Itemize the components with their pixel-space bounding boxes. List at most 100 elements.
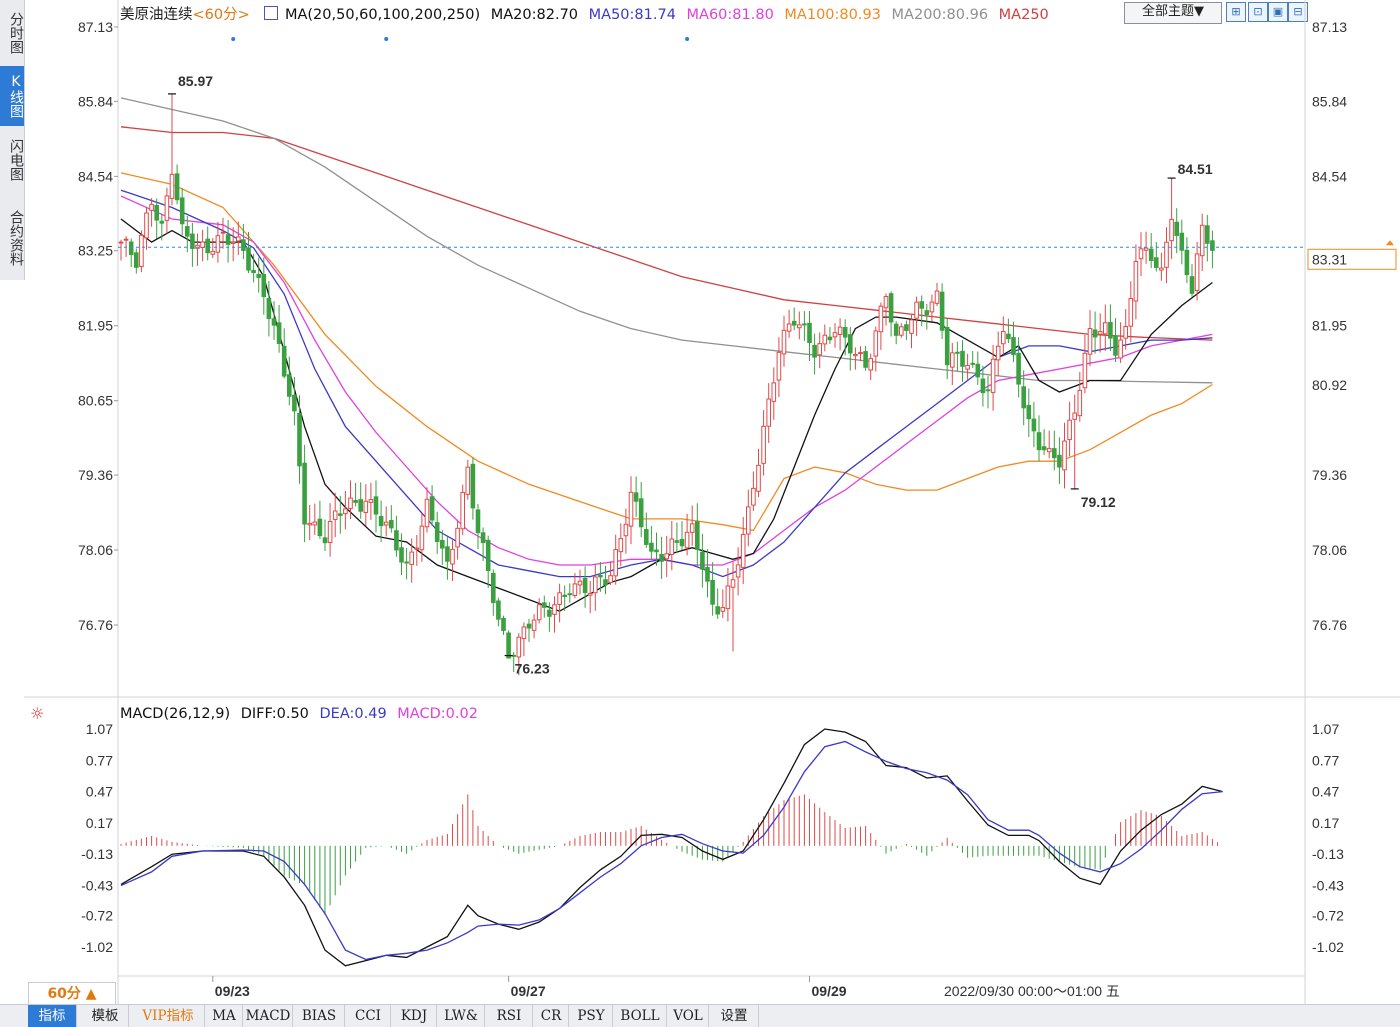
candle-body (1046, 447, 1052, 453)
price-tick-left: 78.06 (78, 542, 113, 558)
candle-body (924, 310, 930, 316)
candle-body (883, 296, 889, 309)
tab-flash[interactable]: 闪电图 (8, 139, 24, 181)
tab-kdj[interactable]: KDJ (392, 1005, 437, 1027)
candle-body (817, 343, 823, 356)
candle-body (394, 530, 399, 551)
tab-rsi[interactable]: RSI (486, 1005, 533, 1027)
candle-body (327, 520, 333, 544)
ma-legend-icon[interactable] (264, 6, 279, 20)
candle-body (842, 327, 848, 338)
candle (1184, 237, 1190, 283)
tab-cci[interactable]: CCI (346, 1005, 391, 1027)
candle (669, 520, 675, 571)
candle (919, 295, 925, 327)
candle-body (710, 580, 715, 605)
kline-chart[interactable]: 87.13 85.84 84.54 83.25 81.95 80.65 79.36 78.06… (0, 0, 1400, 1004)
tab-ma[interactable]: MA (206, 1005, 243, 1027)
candle-body (526, 623, 532, 629)
zoom-fit-icon[interactable]: ⊞ (1226, 2, 1246, 22)
candle-body (287, 374, 292, 397)
candle-body (307, 522, 312, 526)
period-select-button[interactable]: 60分 ▲ (28, 982, 116, 1006)
candle (679, 521, 685, 550)
tab-vip-indicator[interactable]: VIP指标 (132, 1005, 205, 1027)
candle (465, 459, 471, 500)
candle (154, 198, 159, 239)
candle (822, 324, 828, 352)
tab-contract-info[interactable]: 合约资料 (8, 210, 24, 266)
tab-cr[interactable]: CR (534, 1005, 569, 1027)
candle (572, 573, 578, 599)
tab-bias[interactable]: BIAS (294, 1005, 345, 1027)
candle (1103, 304, 1108, 352)
candle-body (1103, 322, 1108, 335)
macd-settings-icon[interactable]: ☼ (30, 704, 45, 723)
candle-body (781, 329, 787, 355)
macd-tick-right: 1.07 (1312, 721, 1339, 737)
candle-body (246, 247, 251, 271)
candle-body (455, 527, 460, 548)
macd-diff: DIFF:0.50 (240, 706, 309, 722)
candle (1036, 415, 1042, 462)
candle-body (1057, 454, 1062, 468)
ma250-value: MA250 (998, 7, 1049, 23)
candle (261, 257, 267, 315)
candle (791, 307, 797, 331)
candle (883, 293, 889, 326)
tab-lwr[interactable]: LW& (438, 1005, 485, 1027)
tab-settings[interactable]: 设置 (710, 1005, 759, 1027)
macd-tick-left: 0.17 (86, 815, 113, 831)
price-tick-left: 87.13 (78, 19, 113, 35)
zoom-in-icon[interactable]: ⊡ (1248, 2, 1268, 22)
candle-body (266, 297, 272, 319)
candle (348, 480, 353, 520)
candle (1210, 230, 1215, 269)
candle (797, 311, 802, 340)
candle-body (1001, 330, 1006, 345)
candle (516, 633, 522, 676)
tab-vol[interactable]: VOL (668, 1005, 709, 1027)
tab-macd[interactable]: MACD (244, 1005, 293, 1027)
candle (205, 226, 210, 261)
candle (695, 503, 700, 567)
macd-tick-right: -1.02 (1312, 939, 1344, 955)
candle (756, 448, 761, 498)
candle-body (256, 273, 261, 278)
zoom-reset-icon[interactable]: ⊟ (1288, 2, 1308, 22)
candle-body (1210, 240, 1215, 251)
candle (190, 222, 195, 267)
period-tag[interactable]: <60分> (192, 7, 250, 23)
candle (893, 321, 899, 345)
tab-indicator[interactable]: 指标 (28, 1005, 77, 1027)
candle-body (934, 290, 940, 304)
candle (878, 302, 884, 350)
candle-body (587, 593, 593, 596)
tab-template[interactable]: 模板 (82, 1005, 129, 1027)
tab-timeshare[interactable]: 分时图 (8, 12, 24, 54)
theme-select-button[interactable]: 全部主题▼ (1124, 2, 1222, 24)
tab-boll[interactable]: BOLL (614, 1005, 667, 1027)
high-label: 85.97 (178, 73, 213, 89)
tab-psy[interactable]: PSY (570, 1005, 613, 1027)
candle-body (990, 358, 996, 393)
candle (577, 569, 583, 595)
candle-body (995, 345, 1001, 361)
tab-kline[interactable]: K线图 (0, 66, 24, 126)
price-tick-left: 76.76 (78, 617, 113, 633)
candle (164, 187, 170, 234)
zoom-out-icon[interactable]: ▣ (1268, 2, 1288, 22)
candle (725, 567, 731, 622)
candle (399, 533, 404, 576)
candle (899, 323, 904, 338)
candle (440, 530, 445, 565)
macd-value: MACD:0.02 (397, 706, 478, 722)
candle (751, 471, 756, 511)
candle-body (929, 301, 935, 313)
candle (526, 618, 532, 642)
candle (567, 583, 573, 603)
candle-body (1189, 276, 1195, 294)
candle (144, 207, 149, 250)
candle (353, 483, 358, 507)
price-tick-right: 79.36 (1312, 467, 1347, 483)
